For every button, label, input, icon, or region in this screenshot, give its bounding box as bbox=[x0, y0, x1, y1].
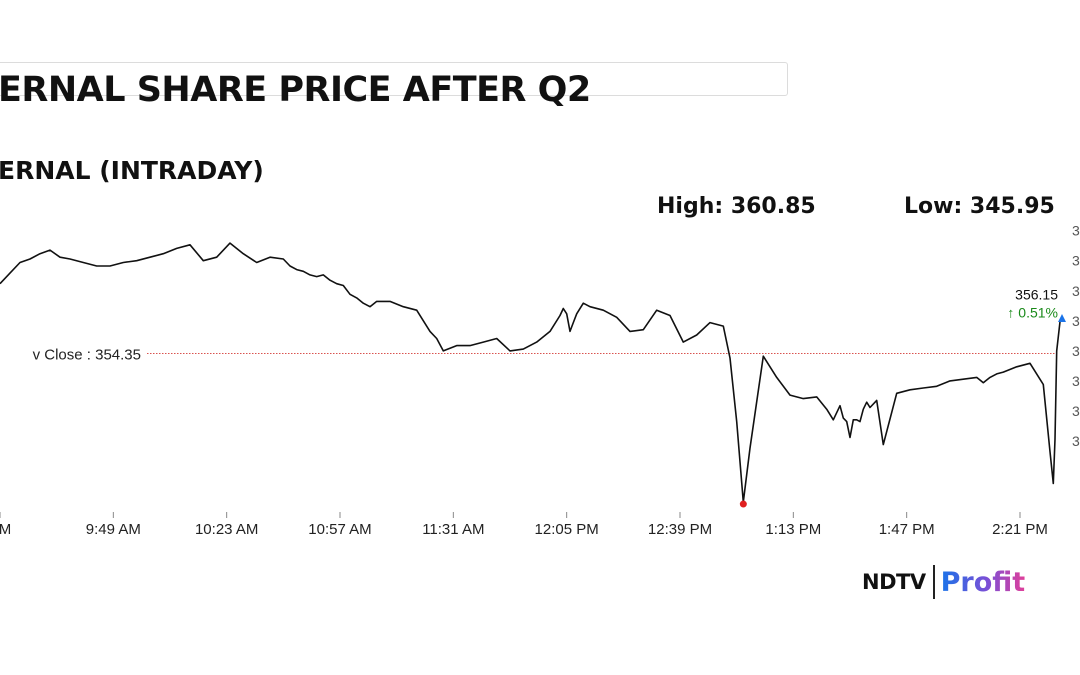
day-low-marker bbox=[739, 500, 747, 508]
x-tick-label: 1:13 PM bbox=[765, 521, 821, 538]
profit-wordmark: Profit bbox=[940, 566, 1026, 598]
change-percent-label: ↑ 0.51% bbox=[1007, 305, 1058, 321]
previous-close-label: v Close : 354.35 bbox=[33, 347, 141, 364]
page-title: ERNAL SHARE PRICE AFTER Q2 bbox=[0, 70, 591, 110]
low-price-label: Low: 345.95 bbox=[904, 194, 1055, 219]
chart-subtitle: ERNAL (INTRADAY) bbox=[0, 156, 264, 185]
y-tick-label: 3 bbox=[1072, 403, 1080, 419]
y-tick-label: 3 bbox=[1072, 253, 1080, 269]
x-tick-label: AM bbox=[0, 521, 11, 538]
high-price-label: High: 360.85 bbox=[657, 194, 816, 219]
x-tick-label: 10:23 AM bbox=[195, 521, 258, 538]
title-banner-box bbox=[0, 62, 788, 96]
y-tick-label: 3 bbox=[1072, 313, 1080, 329]
x-tick-label: 10:57 AM bbox=[308, 521, 371, 538]
y-axis-ticks: 3 3 3 3 3 3 3 3 bbox=[1072, 223, 1080, 449]
y-tick-label: 3 bbox=[1072, 223, 1080, 239]
last-price-label: 356.15 bbox=[1015, 287, 1058, 303]
last-price-marker-icon bbox=[1058, 314, 1066, 322]
x-tick-label: 11:31 AM bbox=[422, 521, 484, 538]
x-axis-ticks: AM 9:49 AM 10:23 AM 10:57 AM 11:31 AM 12:05 P… bbox=[0, 512, 1048, 538]
x-tick-label: 9:49 AM bbox=[86, 521, 141, 538]
price-series-line bbox=[0, 242, 1061, 503]
y-tick-label: 3 bbox=[1072, 433, 1080, 449]
y-tick-label: 3 bbox=[1072, 373, 1080, 389]
x-tick-label: 12:39 PM bbox=[648, 521, 712, 538]
x-tick-label: 1:47 PM bbox=[879, 521, 935, 538]
x-tick-label: 2:21 PM bbox=[992, 521, 1048, 538]
y-tick-label: 3 bbox=[1072, 343, 1080, 359]
y-tick-label: 3 bbox=[1072, 283, 1080, 299]
ndtv-profit-logo: NDTV Profit bbox=[862, 562, 1025, 602]
intraday-price-chart: 3 3 3 3 3 3 3 3 AM 9:49 AM 10:23 AM 10:57 AM 11:31 … bbox=[0, 223, 1080, 538]
logo-divider bbox=[932, 565, 935, 599]
x-tick-label: 12:05 PM bbox=[535, 521, 599, 538]
ndtv-wordmark: NDTV bbox=[862, 570, 926, 594]
